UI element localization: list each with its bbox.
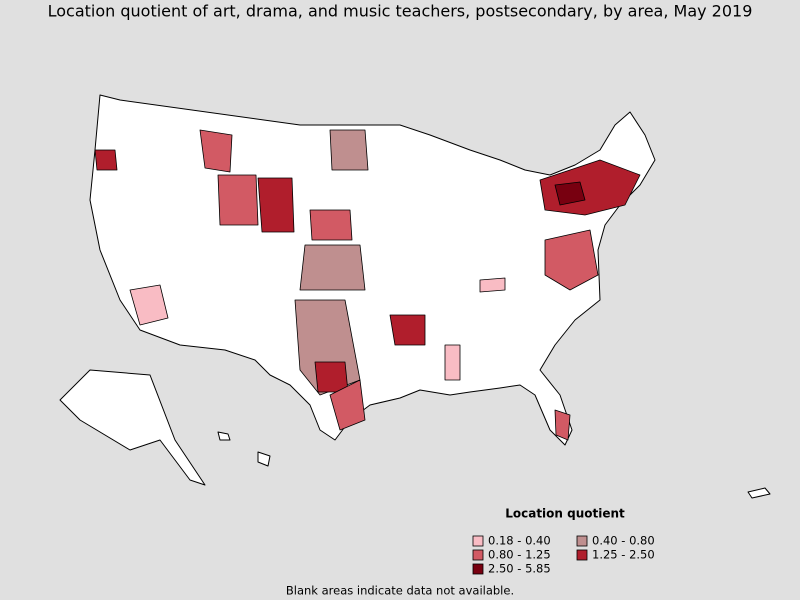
legend-swatch: [576, 535, 588, 547]
map: [59, 94, 771, 499]
map-title: Location quotient of art, drama, and mus…: [48, 2, 753, 21]
legend-title: Location quotient: [505, 507, 625, 521]
hawaii: [257, 451, 271, 467]
legend-swatch: [472, 563, 484, 575]
region: [444, 344, 461, 381]
region: [129, 284, 169, 326]
region: [479, 277, 506, 293]
region: [554, 409, 571, 441]
legend-label: 0.18 - 0.40: [488, 534, 551, 548]
region: [309, 209, 353, 241]
region: [329, 379, 366, 431]
legend-label: 1.25 - 2.50: [592, 548, 655, 562]
legend-label: 0.40 - 0.80: [592, 534, 655, 548]
legend-swatch: [576, 549, 588, 561]
hawaii: [217, 431, 231, 441]
region: [554, 181, 586, 206]
region: [389, 314, 426, 346]
region: [544, 229, 599, 291]
footnote: Blank areas indicate data not available.: [286, 584, 514, 598]
region: [199, 129, 233, 173]
legend-label: 2.50 - 5.85: [488, 562, 551, 576]
region: [299, 244, 366, 291]
region: [217, 174, 259, 226]
legend-swatch: [472, 535, 484, 547]
legend: Location quotient 0.18 - 0.40 0.40 - 0.80…: [472, 507, 655, 576]
region: [314, 361, 349, 393]
region: [329, 129, 369, 171]
alaska: [59, 369, 206, 486]
legend-swatch: [472, 549, 484, 561]
region: [94, 149, 118, 171]
puerto-rico: [747, 487, 771, 499]
legend-label: 0.80 - 1.25: [488, 548, 551, 562]
region: [257, 177, 295, 233]
